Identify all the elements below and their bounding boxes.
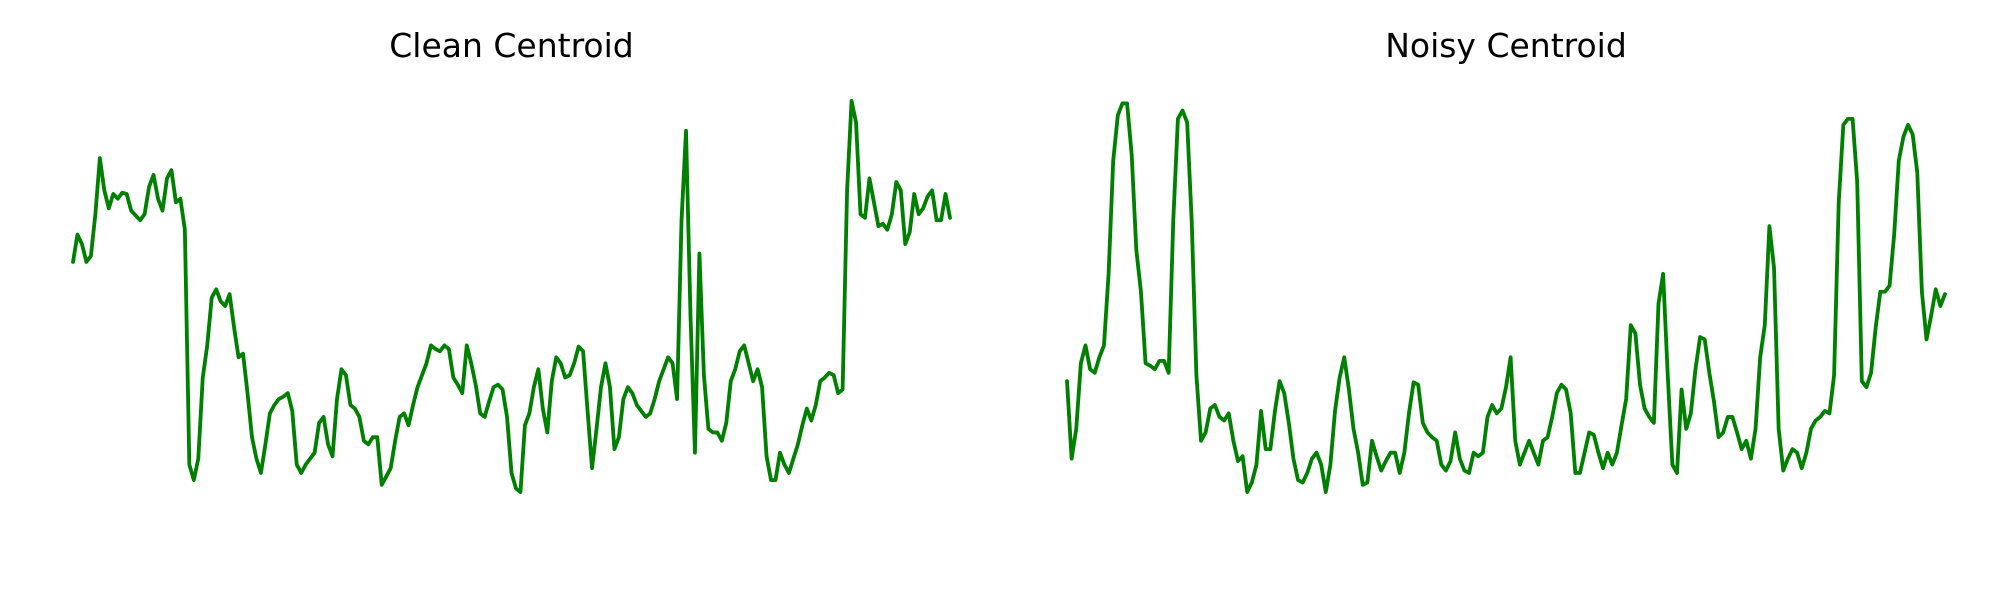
noisy-centroid-title: Noisy Centroid: [1385, 26, 1627, 65]
noisy-centroid-panel: Noisy Centroid: [1065, 26, 1947, 494]
clean-centroid-series-line: [71, 99, 952, 494]
clean-centroid-title: Clean Centroid: [389, 26, 634, 65]
noisy-centroid-series-line: [1065, 101, 1947, 494]
clean-centroid-panel: Clean Centroid: [71, 26, 952, 494]
